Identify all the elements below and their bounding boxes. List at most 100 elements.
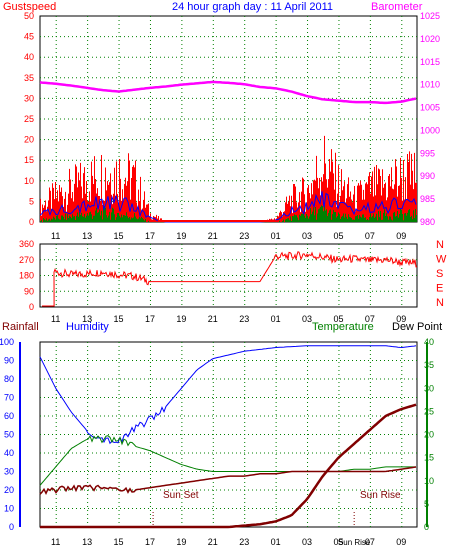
x-tick-label: 21 [208,537,218,547]
x-tick-label: 01 [271,231,281,241]
x-tick-label: 07 [365,314,375,324]
y-left-tick-label: 30 [24,93,34,103]
x-tick-label: 11 [51,537,60,547]
rainfall-line [40,403,417,529]
x-tick-label: 17 [145,231,155,241]
x-tick-label: 05 [333,314,343,324]
x-tick-label: 03 [302,231,312,241]
x-tick-label: 15 [114,231,124,241]
dewpoint-line [39,466,417,496]
y-right-tick-label: 995 [420,148,435,158]
x-tick-label: 13 [82,231,92,241]
y-left-tick-label: 15 [24,155,34,165]
x-tick-label: 07 [365,537,375,547]
sunset-annotation: Sun Set [163,490,199,501]
x-tick-label: 05 [333,537,343,547]
gustspeed-label: Gustspeed [3,1,56,13]
direction-label: S [436,268,443,280]
x-tick-label: 13 [82,537,92,547]
y-right-tick-label: 990 [420,171,435,181]
humidity-tick-label: 30 [4,467,14,477]
temperature-tick-label: 10 [424,476,434,486]
temperature-line [39,434,416,486]
y-right-tick-label: 985 [420,194,435,204]
x-tick-label: 19 [176,314,186,324]
humidity-line [39,345,417,445]
humidity-tick-label: 40 [4,448,14,458]
x-tick-label: 23 [239,314,249,324]
temperature-tick-label: 20 [424,430,434,440]
y-right-tick-label: 980 [420,217,435,227]
x-tick-label: 13 [82,314,92,324]
y-right-tick-label: 1025 [420,11,440,21]
x-tick-label: 11 [51,231,60,241]
x-tick-label: 09 [396,231,406,241]
chart-layer: 0510152025303540455098098599099510001005… [0,11,440,547]
direction-label: N [436,239,444,251]
y-left-tick-label: 40 [24,52,34,62]
temperature-tick-label: 25 [424,406,434,416]
y-right-tick-label: 1000 [420,125,440,135]
y-left-tick-label: 0 [29,217,34,227]
rainfall-label: Rainfall [2,321,39,333]
x-tick-label: 21 [208,314,218,324]
humidity-tick-label: 70 [4,393,14,403]
x-tick-label: 03 [302,537,312,547]
sunrise-tick-label: Sun Rise [338,538,371,547]
humidity-tick-label: 60 [4,411,14,421]
y-left-tick-label: 10 [24,176,34,186]
y-right-tick-label: 1010 [420,80,440,90]
temperature-tick-label: 40 [424,337,434,347]
x-tick-label: 17 [145,537,155,547]
x-tick-label: 09 [396,314,406,324]
direction-label: E [436,283,443,295]
x-tick-label: 09 [396,537,406,547]
wind-series [40,135,417,222]
humidity-tick-label: 90 [4,356,14,366]
wind-direction-line [42,251,417,307]
y-left-tick-label: 5 [29,196,34,206]
x-tick-label: 07 [365,231,375,241]
temperature-tick-label: 35 [424,360,434,370]
sunrise-annotation: Sun Rise [360,490,401,501]
temperature-label: Temperature [312,321,374,333]
direction-tick-label: 0 [29,302,34,312]
x-tick-label: 21 [208,231,218,241]
direction-tick-label: 360 [19,239,34,249]
temperature-tick-label: 15 [424,453,434,463]
x-tick-label: 23 [239,231,249,241]
x-tick-label: 15 [114,537,124,547]
y-left-tick-label: 25 [24,114,34,124]
chart1-grid [40,16,417,222]
y-left-tick-label: 20 [24,135,34,145]
x-tick-label: 01 [271,537,281,547]
x-tick-label: 19 [176,537,186,547]
x-tick-label: 15 [114,314,124,324]
direction-tick-label: 90 [24,286,34,296]
x-tick-label: 23 [239,537,249,547]
humidity-tick-label: 80 [4,374,14,384]
direction-tick-label: 180 [19,271,34,281]
x-tick-label: 11 [51,314,60,324]
temperature-tick-label: 30 [424,383,434,393]
x-tick-label: 01 [271,314,281,324]
y-right-tick-label: 1020 [420,34,440,44]
direction-tick-label: 270 [19,255,34,265]
humidity-tick-label: 0 [9,522,14,532]
x-tick-label: 05 [333,231,343,241]
barometer-label: Barometer [371,1,423,13]
humidity-tick-label: 20 [4,485,14,495]
chart2-grid [40,244,417,307]
y-right-tick-label: 1005 [420,103,440,113]
humidity-label: Humidity [66,321,109,333]
direction-label: N [436,297,444,309]
humidity-tick-label: 50 [4,430,14,440]
x-tick-label: 17 [145,314,155,324]
direction-label: W [436,254,447,266]
y-left-tick-label: 45 [24,32,34,42]
x-tick-label: 03 [302,314,312,324]
y-left-tick-label: 35 [24,73,34,83]
